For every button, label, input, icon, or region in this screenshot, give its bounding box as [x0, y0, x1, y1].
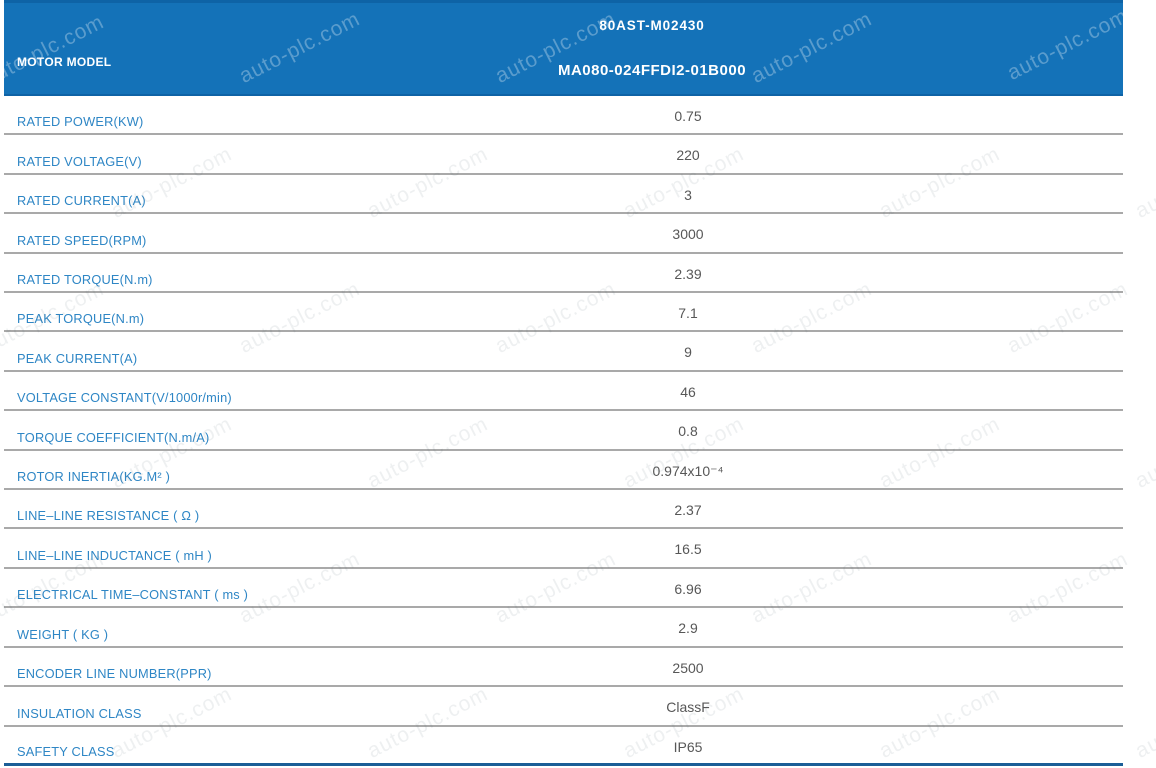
row-value: 0.974x10⁻⁴ [652, 462, 724, 479]
table-row: VOLTAGE CONSTANT(V/1000r/min) 46 [4, 372, 1123, 412]
model-number-primary: 80AST-M02430 [599, 18, 705, 33]
row-label: ROTOR INERTIA(KG.M² ) [17, 469, 171, 485]
motor-model-column-label: MOTOR MODEL [17, 55, 112, 69]
row-label: RATED SPEED(RPM) [17, 232, 147, 248]
watermark-text: auto-plc.com [1131, 142, 1156, 223]
table-row: RATED SPEED(RPM) 3000 [4, 214, 1123, 254]
table-header: MOTOR MODEL 80AST-M02430 MA080-024FFDI2-… [4, 0, 1123, 96]
row-label: VOLTAGE CONSTANT(V/1000r/min) [17, 390, 232, 406]
row-value: 220 [676, 147, 700, 164]
row-value: 2500 [672, 659, 704, 676]
watermark-text: auto-plc.com [1131, 412, 1156, 493]
row-value: 7.1 [678, 305, 698, 322]
row-value: 0.75 [674, 108, 702, 124]
watermark-text: auto-plc.com [235, 7, 364, 88]
watermark-text: auto-plc.com [4, 10, 108, 91]
row-value: 2.39 [674, 265, 702, 282]
row-value: 0.8 [678, 423, 698, 440]
table-row: WEIGHT ( KG ) 2.9 [4, 608, 1123, 648]
row-label: WEIGHT ( KG ) [17, 626, 109, 642]
table-row: RATED TORQUE(N.m) 2.39 [4, 254, 1123, 294]
row-value: IP65 [673, 738, 703, 755]
row-label: RATED VOLTAGE(V) [17, 153, 142, 169]
row-value: 3 [684, 186, 692, 203]
watermark-text: auto-plc.com [1131, 682, 1156, 763]
row-label: INSULATION CLASS [17, 705, 142, 721]
table-row: SAFETY CLASS IP65 [4, 727, 1123, 766]
row-value: 3000 [672, 226, 704, 243]
row-label: PEAK TORQUE(N.m) [17, 311, 145, 327]
row-label: LINE–LINE RESISTANCE ( Ω ) [17, 508, 200, 524]
row-label: RATED POWER(KW) [17, 114, 144, 130]
table-row: RATED CURRENT(A) 3 [4, 175, 1123, 215]
table-row: PEAK CURRENT(A) 9 [4, 332, 1123, 372]
row-label: TORQUE COEFFICIENT(N.m/A) [17, 429, 210, 445]
row-label: RATED CURRENT(A) [17, 193, 146, 209]
row-label: PEAK CURRENT(A) [17, 350, 138, 366]
watermark-text: auto-plc.com [1003, 4, 1123, 85]
table-row: RATED VOLTAGE(V) 220 [4, 135, 1123, 175]
row-value: 2.9 [678, 620, 698, 637]
model-number-secondary: MA080-024FFDI2-01B000 [557, 62, 747, 79]
table-row: TORQUE COEFFICIENT(N.m/A) 0.8 [4, 411, 1123, 451]
row-label: RATED TORQUE(N.m) [17, 272, 153, 288]
watermark-text: auto-plc.com [747, 7, 876, 88]
row-value: ClassF [666, 699, 710, 716]
row-value: 2.37 [674, 502, 702, 519]
table-row: ROTOR INERTIA(KG.M² ) 0.974x10⁻⁴ [4, 451, 1123, 491]
table-row: PEAK TORQUE(N.m) 7.1 [4, 293, 1123, 333]
table-row: LINE–LINE INDUCTANCE ( mH ) 16.5 [4, 529, 1123, 569]
spec-table: RATED POWER(KW) 0.75 RATED VOLTAGE(V) 220 RA… [4, 96, 1123, 766]
row-value: 46 [680, 383, 696, 400]
table-row: LINE–LINE RESISTANCE ( Ω ) 2.37 [4, 490, 1123, 530]
table-row: ENCODER LINE NUMBER(PPR) 2500 [4, 648, 1123, 688]
row-label: ELECTRICAL TIME–CONSTANT ( ms ) [17, 587, 249, 603]
table-row: RATED POWER(KW) 0.75 [4, 96, 1123, 136]
row-value: 9 [684, 344, 692, 361]
row-value: 16.5 [674, 541, 702, 558]
row-label: SAFETY CLASS [17, 743, 115, 759]
table-row: INSULATION CLASS ClassF [4, 687, 1123, 727]
row-label: ENCODER LINE NUMBER(PPR) [17, 666, 212, 682]
table-row: ELECTRICAL TIME–CONSTANT ( ms ) 6.96 [4, 569, 1123, 609]
row-value: 6.96 [674, 580, 702, 597]
row-label: LINE–LINE INDUCTANCE ( mH ) [17, 547, 213, 563]
